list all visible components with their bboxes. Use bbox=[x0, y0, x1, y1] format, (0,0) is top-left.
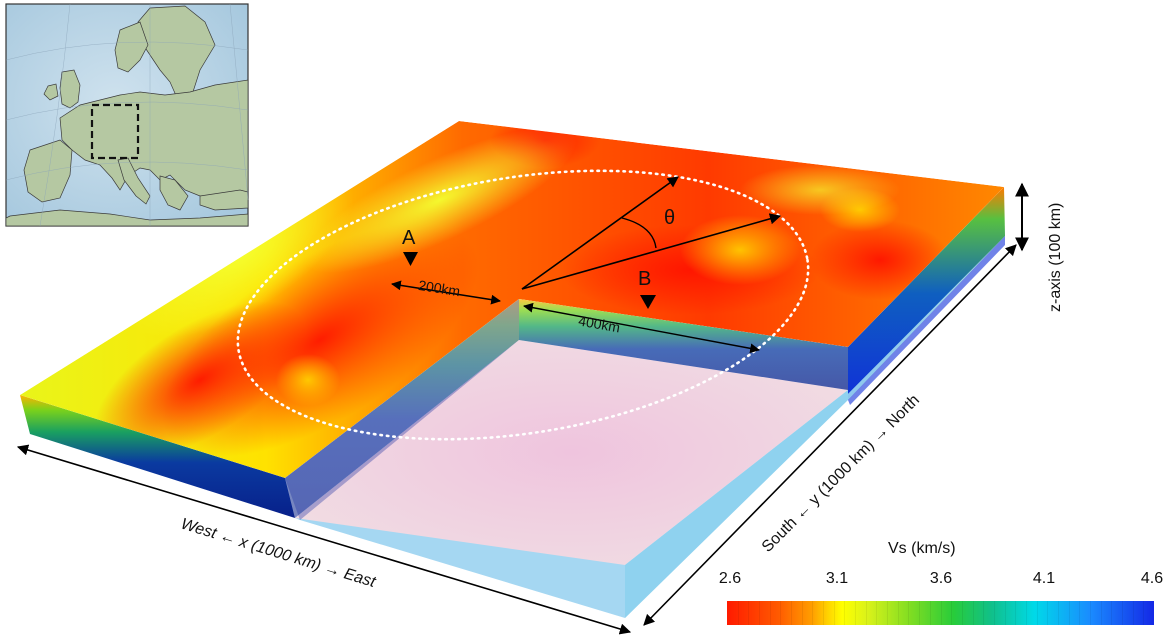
colorbar-title: Vs (km/s) bbox=[888, 540, 956, 557]
colorbar-step bbox=[1047, 601, 1049, 625]
colorbar-step bbox=[961, 601, 963, 625]
colorbar-tick: 4.1 bbox=[1032, 570, 1056, 587]
colorbar-tick: 4.6 bbox=[1140, 570, 1164, 587]
colorbar-step bbox=[1111, 601, 1113, 625]
label-400km: 400km bbox=[577, 312, 621, 335]
colorbar-step bbox=[1089, 601, 1091, 625]
label-z-axis: z-axis (100 km) bbox=[1047, 203, 1064, 312]
colorbar-tick: 3.6 bbox=[929, 570, 953, 587]
colorbar-step bbox=[983, 601, 985, 625]
colorbar-step bbox=[1036, 601, 1038, 625]
colorbar-step bbox=[993, 601, 995, 625]
colorbar-step bbox=[1143, 601, 1145, 625]
dim-200km bbox=[391, 280, 501, 305]
colorbar-step bbox=[1057, 601, 1059, 625]
label-200km: 200km bbox=[417, 277, 461, 299]
label-a: A bbox=[402, 227, 416, 249]
colorbar-step bbox=[1132, 601, 1134, 625]
colorbar-step bbox=[769, 601, 771, 625]
colorbar-step bbox=[951, 601, 953, 625]
colorbar-step bbox=[972, 601, 974, 625]
colorbar-step bbox=[887, 601, 889, 625]
y-axis-arrow bbox=[643, 244, 1017, 626]
colorbar-step bbox=[748, 601, 750, 625]
colorbar-step bbox=[1079, 601, 1081, 625]
colorbar-step bbox=[908, 601, 910, 625]
colorbar-step bbox=[897, 601, 899, 625]
colorbar-step bbox=[1004, 601, 1006, 625]
vector-1 bbox=[521, 176, 679, 290]
map-highlight-box bbox=[90, 103, 140, 160]
colorbar-step bbox=[876, 601, 878, 625]
colorbar-step bbox=[759, 601, 761, 625]
colorbar-step bbox=[1121, 601, 1123, 625]
colorbar-step bbox=[1100, 601, 1102, 625]
x-axis-arrow bbox=[16, 444, 632, 635]
colorbar-step bbox=[844, 601, 846, 625]
colorbar-step bbox=[940, 601, 942, 625]
colorbar-step bbox=[823, 601, 825, 625]
colorbar-step bbox=[737, 601, 739, 625]
colorbar-step bbox=[865, 601, 867, 625]
colorbar-step bbox=[929, 601, 931, 625]
colorbar-step bbox=[812, 601, 814, 625]
colorbar-step bbox=[833, 601, 835, 625]
inset-map bbox=[5, 3, 249, 227]
station-a-marker bbox=[403, 252, 418, 266]
colorbar-step bbox=[855, 601, 857, 625]
colorbar-step bbox=[1015, 601, 1017, 625]
label-b: B bbox=[638, 268, 651, 290]
map-land bbox=[5, 5, 249, 227]
map-graticule bbox=[5, 3, 249, 227]
colorbar-step bbox=[1068, 601, 1070, 625]
colorbar-tick: 2.6 bbox=[718, 570, 742, 587]
colorbar bbox=[727, 601, 1154, 625]
colorbar-tick: 3.1 bbox=[825, 570, 849, 587]
colorbar-step bbox=[801, 601, 803, 625]
colorbar-step bbox=[1025, 601, 1027, 625]
colorbar-step bbox=[919, 601, 921, 625]
label-theta: θ bbox=[664, 207, 675, 229]
colorbar-step bbox=[791, 601, 793, 625]
colorbar-step bbox=[780, 601, 782, 625]
